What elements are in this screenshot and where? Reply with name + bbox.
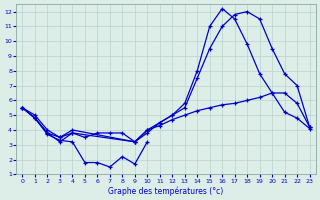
X-axis label: Graphe des températures (°c): Graphe des températures (°c): [108, 186, 224, 196]
